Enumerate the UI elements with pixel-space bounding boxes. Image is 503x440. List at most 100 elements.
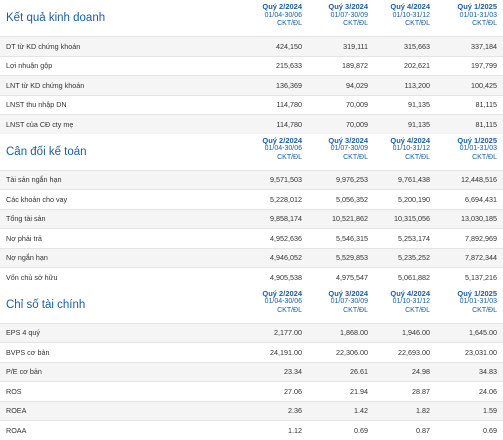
quarter-label[interactable]: Quý 2/2024 [262,2,302,11]
row-value: 114,780 [276,119,302,129]
row-value: 70,009 [346,119,368,129]
row-value: 5,061,882 [398,272,430,282]
row-value: 23,031.00 [465,347,497,357]
table-row: Tài sản ngắn hạn 9,571,503 9,976,253 9,761,… [0,169,503,189]
row-value: 24.06 [479,386,497,396]
section-header: Cân đối kế toán Quý 2/2024 01/04-30/06 CKT/… [0,134,503,170]
row-value: 13,030,185 [461,214,497,224]
section-title: Chỉ số tài chính [6,298,86,311]
quarter-unit: CKT/ĐL [405,20,430,27]
row-value: 1.59 [483,406,497,416]
quarter-header: Quý 2/2024 01/04-30/06 CKT/ĐL [224,287,302,316]
row-label: ROEA [6,406,27,416]
quarter-label[interactable]: Quý 3/2024 [328,2,368,11]
table-row: ROAA 1.12 0.69 0.87 0.69 [0,420,503,440]
row-value: 5,253,174 [398,233,430,243]
row-value: 24.98 [412,367,430,377]
quarter-unit: CKT/ĐL [405,153,430,161]
quarter-range: 01/07-30/09 [330,145,368,152]
table-row: Các khoản cho vay 5,228,012 5,056,352 5,200… [0,189,503,209]
table-row: LNST thu nhập DN 114,780 70,009 91,135 81,11… [0,94,503,115]
row-value: 1,946.00 [402,328,430,338]
data-table: Tài sản ngắn hạn 9,571,503 9,976,253 9,761,… [0,169,503,287]
section-header: Kết quả kinh doanh Quý 2/2024 01/04-30/06 C… [0,0,503,36]
quarter-header: Quý 1/2025 01/01-31/03 CKT/ĐL [430,134,497,163]
quarter-unit: CKT/ĐL [472,306,497,314]
quarter-range: 01/01-31/03 [459,298,497,305]
quarter-unit: CKT/ĐL [277,153,302,161]
row-label: BVPS cơ bản [6,347,50,357]
quarter-range: 01/04-30/06 [264,11,302,19]
quarter-header: Quý 3/2024 01/07-30/09 CKT/ĐL [302,134,368,163]
row-value: 5,200,190 [398,194,430,204]
row-value: 81,115 [475,119,497,129]
row-label: Lợi nhuận gộp [6,61,53,71]
row-label: ROAA [6,425,27,435]
table-row: DT từ KD chứng khoán 424,150 319,111 315,66… [0,36,503,56]
row-label: DT từ KD chứng khoán [6,41,81,51]
row-value: 10,521,862 [332,214,368,224]
table-row: LNT từ KD chứng khoán 136,369 94,029 113,20… [0,75,503,95]
row-value: 28.87 [412,386,430,396]
quarter-range: 01/10-31/12 [392,11,430,19]
quarter-unit: CKT/ĐL [472,20,497,27]
quarter-label[interactable]: Quý 2/2024 [262,288,302,298]
row-value: 7,872,344 [465,253,497,263]
row-label: Tổng tài sản [6,214,46,224]
quarter-label[interactable]: Quý 1/2025 [457,135,497,145]
row-value: 23.34 [284,367,302,377]
row-value: 1,868.00 [340,328,368,338]
row-value: 4,905,538 [270,272,302,282]
quarter-label[interactable]: Quý 4/2024 [390,288,430,298]
quarter-unit: CKT/ĐL [405,306,430,314]
quarter-header: Quý 1/2025 01/01-31/03 CKT/ĐL [430,0,497,29]
row-value: 0.87 [416,425,430,435]
row-value: 9,761,438 [398,175,430,185]
quarter-label[interactable]: Quý 1/2025 [457,2,497,11]
row-value: 114,780 [276,100,302,110]
row-label: Nợ phải trả [6,233,42,243]
row-value: 7,892,969 [465,233,497,243]
quarter-label[interactable]: Quý 4/2024 [390,135,430,145]
quarter-range: 01/10-31/12 [392,145,430,152]
quarter-label[interactable]: Quý 3/2024 [328,288,368,298]
row-value: 4,952,636 [270,233,302,243]
quarter-label[interactable]: Quý 1/2025 [457,288,497,298]
row-value: 91,135 [408,100,430,110]
quarter-unit: CKT/ĐL [472,153,497,161]
row-value: 24,191.00 [270,347,302,357]
row-label: Các khoản cho vay [6,194,68,204]
row-value: 21.94 [350,386,368,396]
row-value: 4,975,547 [336,272,368,282]
row-value: 9,571,503 [270,175,302,185]
row-value: 1,645.00 [469,328,497,338]
row-value: 5,137,216 [465,272,497,282]
row-value: 202,621 [404,61,430,71]
section-2: Chỉ số tài chính Quý 2/2024 01/04-30/06 CKT… [0,287,503,440]
row-value: 5,056,352 [336,194,368,204]
row-value: 1.12 [288,425,302,435]
table-row: Nợ ngắn hạn 4,946,052 5,529,853 5,235,252 7,… [0,247,503,267]
row-value: 9,858,174 [270,214,302,224]
table-row: ROEA 2.36 1.42 1.82 1.59 [0,400,503,420]
row-value: 2,177.00 [274,328,302,338]
row-value: 22,693.00 [398,347,430,357]
quarter-header: Quý 4/2024 01/10-31/12 CKT/ĐL [368,134,430,163]
quarter-header: Quý 3/2024 01/07-30/09 CKT/ĐL [302,287,368,316]
row-value: 6,694,431 [465,194,497,204]
row-value: 5,529,853 [336,253,368,263]
table-row: Vốn chủ sở hữu 4,905,538 4,975,547 5,061,88… [0,267,503,287]
quarter-unit: CKT/ĐL [343,20,368,27]
table-row: Lợi nhuận gộp 215,633 189,872 202,621 197,79… [0,55,503,76]
quarter-unit: CKT/ĐL [277,20,302,27]
row-value: 5,235,252 [398,253,430,263]
quarter-label[interactable]: Quý 3/2024 [328,135,368,145]
quarter-label[interactable]: Quý 4/2024 [390,2,430,11]
row-value: 189,872 [342,61,368,71]
row-value: 12,448,516 [461,175,497,185]
quarter-range: 01/04-30/06 [264,145,302,152]
quarter-label[interactable]: Quý 2/2024 [262,135,302,145]
quarter-header: Quý 2/2024 01/04-30/06 CKT/ĐL [224,134,302,163]
quarter-header: Quý 4/2024 01/10-31/12 CKT/ĐL [368,0,430,29]
